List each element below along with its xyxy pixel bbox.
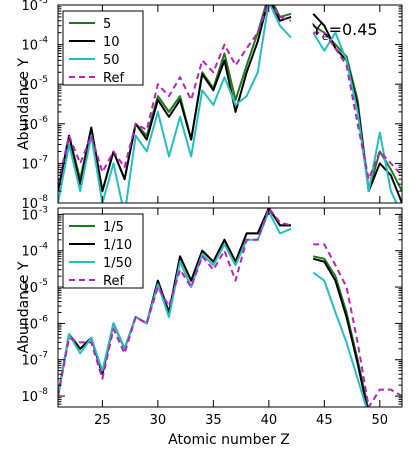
axes-frame	[57, 207, 403, 408]
series-line-bottom-2-seg0	[58, 210, 292, 397]
y-tick-exponent: -5	[39, 75, 48, 85]
y-tick-exponent: -7	[39, 154, 48, 164]
y-tick-label: 10	[21, 197, 38, 212]
legend-label: 1/50	[103, 256, 132, 271]
y-tick-exponent: -5	[39, 278, 48, 288]
y-tick-label: 10	[21, 281, 38, 296]
y-tick-label: 10	[21, 157, 38, 172]
series-line-bottom-2-seg1	[312, 271, 368, 407]
y-tick-exponent: -4	[39, 242, 48, 252]
series-line-top-2-seg0	[58, 5, 292, 203]
x-tick-label: 25	[94, 413, 111, 428]
y-tick-label: 10	[21, 317, 38, 332]
series-line-top-2-seg1	[312, 31, 398, 203]
x-tick-label: 30	[150, 413, 167, 428]
legend: 5 10 50 Ref	[62, 10, 144, 86]
bottom-panel: 10-810-710-610-510-410 -325 30 35 40 45 50Abun…	[16, 205, 403, 428]
legend-label: 5	[103, 17, 111, 32]
y-tick-label: 10	[21, 78, 38, 93]
x-tick-label: 40	[261, 413, 278, 428]
axes-frame	[57, 4, 403, 204]
y-tick-label: 10	[21, 354, 38, 369]
y-axis-label: Abundance Y	[16, 58, 32, 150]
y-tick-label: 10	[21, 245, 38, 260]
y-tick-exponent: -3	[39, 0, 48, 6]
x-tick-label: 45	[316, 413, 333, 428]
legend-label: 50	[103, 53, 120, 68]
ye-annotation: Ye=0.45	[311, 20, 378, 43]
x-tick-label: 35	[205, 413, 222, 428]
series-line-bottom-1-seg1	[312, 257, 369, 407]
series-line-top-3-seg1	[313, 31, 402, 181]
series-line-bottom-3-seg1	[313, 243, 402, 407]
y-tick-exponent: -6	[39, 314, 48, 324]
y-tick-label: 10	[21, 0, 38, 14]
y-tick-exponent: -3	[39, 205, 48, 215]
legend-label: 10	[103, 35, 120, 50]
legend: 1/5 1/10 1/50 Ref	[62, 213, 144, 289]
x-tick-label: 50	[372, 413, 389, 428]
series-line-bottom-3-seg0	[58, 208, 292, 397]
y-tick-exponent: -6	[39, 115, 48, 125]
x-axis-label: Atomic number Z	[168, 432, 290, 448]
y-tick-label: 10	[21, 39, 38, 54]
y-tick-exponent: -4	[39, 36, 48, 46]
series-line-top-3-seg0	[58, 5, 292, 185]
y-tick-label: 10	[21, 208, 38, 223]
legend-label: 1/5	[103, 220, 124, 235]
y-tick-exponent: -7	[39, 351, 48, 361]
y-axis-label: Abundance Y	[16, 261, 32, 353]
y-tick-exponent: -8	[39, 387, 48, 397]
legend-label: Ref	[103, 274, 124, 289]
series-line-top-1-seg0	[58, 5, 292, 193]
y-tick-label: 10	[21, 118, 38, 133]
series-line-top-0-seg1	[312, 24, 402, 193]
y-tick-exponent: -8	[39, 194, 48, 204]
legend-label: Ref	[103, 71, 124, 86]
legend-label: 1/10	[103, 238, 132, 253]
y-tick-label: 10	[21, 390, 38, 405]
